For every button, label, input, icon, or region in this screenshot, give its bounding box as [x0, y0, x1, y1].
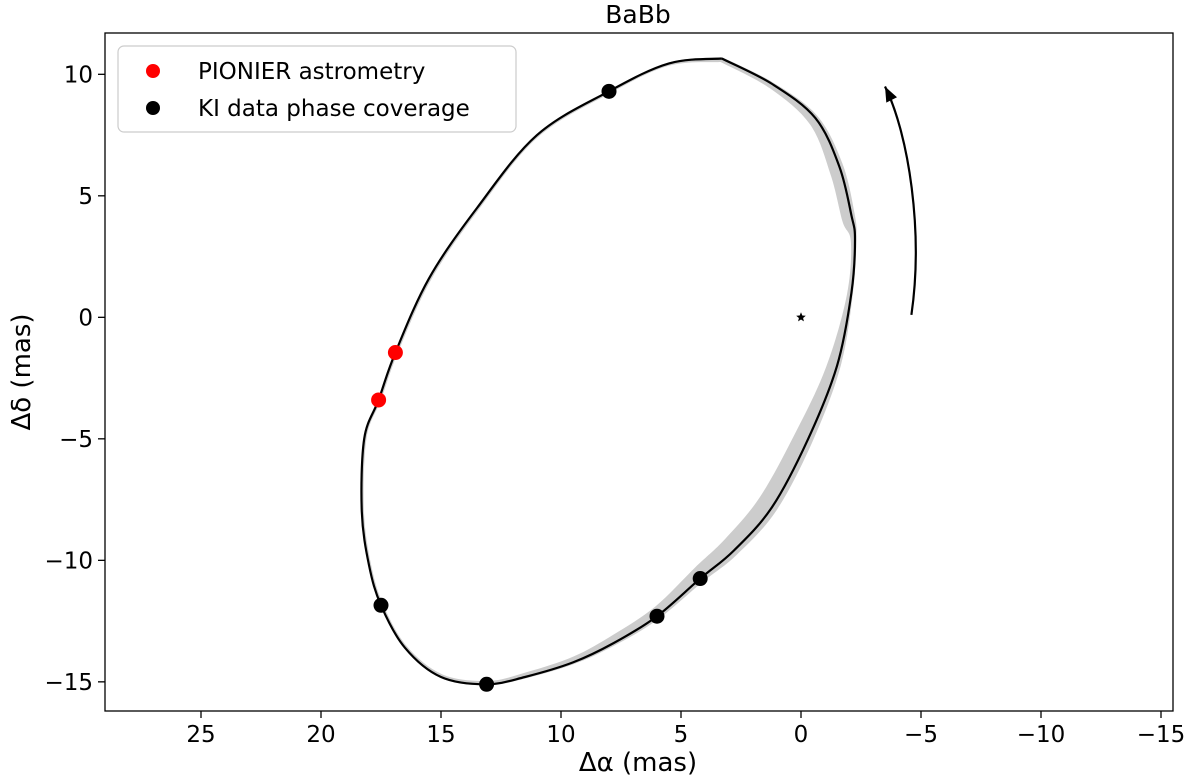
pionier-point: [371, 392, 387, 408]
y-tick-label: −15: [44, 670, 93, 696]
x-tick-label: 20: [306, 722, 335, 748]
y-axis: 10 5 0 −5 −10 −15: [44, 62, 105, 696]
orbit-uncertainty-band: [360, 57, 857, 686]
plot-area: [360, 57, 917, 692]
y-axis-label: Δδ (mas): [7, 313, 37, 430]
x-axis: 25 20 15 10 5 0 −5 −10 −15: [186, 711, 1185, 748]
legend-label-ki: KI data phase coverage: [198, 96, 470, 122]
legend-box: [117, 45, 517, 133]
x-tick-label: −5: [904, 722, 938, 748]
x-tick-label: 15: [426, 722, 455, 748]
pionier-point: [387, 345, 403, 361]
x-axis-label: Δα (mas): [579, 748, 697, 778]
plot-frame: [104, 32, 1174, 712]
legend-marker-ki: [146, 101, 160, 115]
x-tick-label: 25: [186, 722, 215, 748]
x-tick-label: −15: [1137, 722, 1186, 748]
legend-marker-pionier: [146, 64, 160, 78]
orbit-direction-arrow: [884, 85, 917, 316]
x-tick-label: 0: [794, 722, 809, 748]
chart-title: BaBb: [605, 0, 671, 29]
x-tick-label: 5: [674, 722, 689, 748]
y-tick-label: −5: [59, 427, 93, 453]
ki-phase-point: [649, 608, 665, 624]
y-tick-label: −10: [44, 548, 93, 574]
x-tick-label: 10: [546, 722, 575, 748]
x-tick-label: −10: [1017, 722, 1066, 748]
orbit-curve: [360, 57, 857, 686]
y-tick-label: 0: [78, 305, 93, 331]
legend: PIONIER astrometry KI data phase coverag…: [117, 45, 517, 133]
ki-phase-point: [479, 676, 495, 692]
y-tick-label: 5: [78, 184, 93, 210]
ki-phase-point: [601, 83, 617, 99]
ki-phase-point: [692, 571, 708, 587]
ki-phase-point: [373, 597, 389, 613]
central-star-marker: [796, 312, 806, 322]
legend-label-pionier: PIONIER astrometry: [198, 59, 425, 85]
orbit-direction-arrowhead: [885, 86, 897, 103]
y-tick-label: 10: [64, 62, 93, 88]
